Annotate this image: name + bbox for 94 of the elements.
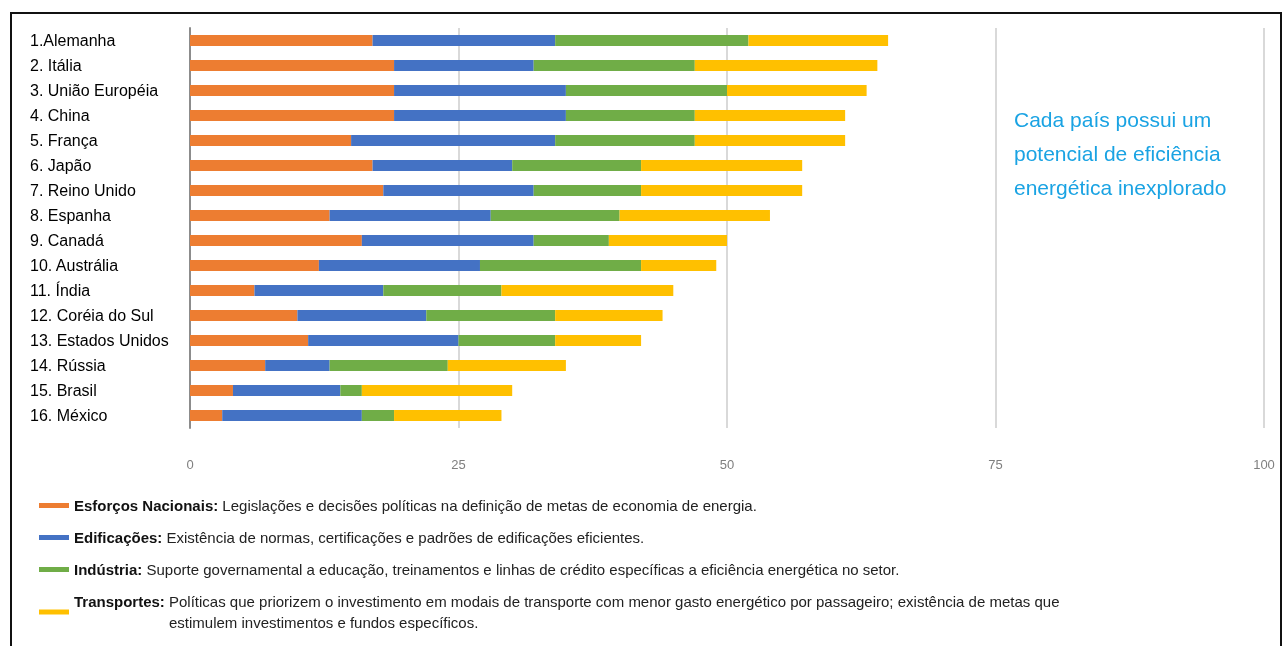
bar bbox=[426, 310, 556, 321]
bar bbox=[533, 235, 609, 246]
bar bbox=[641, 260, 717, 271]
bar bbox=[265, 360, 330, 371]
bar bbox=[458, 335, 556, 346]
bar bbox=[565, 85, 727, 96]
bar bbox=[394, 410, 502, 421]
bar bbox=[555, 35, 749, 46]
bar bbox=[641, 160, 803, 171]
y-tick-label: 1.Alemanha bbox=[30, 32, 116, 49]
bar bbox=[361, 385, 513, 396]
bar bbox=[694, 110, 846, 121]
bar bbox=[190, 185, 384, 196]
bar bbox=[641, 185, 803, 196]
bar bbox=[533, 60, 695, 71]
bar bbox=[479, 260, 642, 271]
bar bbox=[372, 35, 556, 46]
y-tick-label: 8. Espanha bbox=[30, 207, 112, 224]
bar bbox=[308, 335, 459, 346]
x-tick-label: 0 bbox=[186, 457, 194, 472]
bar bbox=[190, 410, 223, 421]
bar bbox=[490, 210, 620, 221]
bar bbox=[190, 285, 255, 296]
bar bbox=[190, 60, 395, 71]
bar bbox=[372, 160, 513, 171]
bar bbox=[340, 385, 362, 396]
y-tick-label: 12. Coréia do Sul bbox=[30, 307, 154, 324]
text: Legislações e decisões políticas na definição de metas de economia de energia. bbox=[218, 497, 757, 514]
bar bbox=[565, 110, 695, 121]
bar bbox=[694, 135, 846, 146]
bar bbox=[501, 285, 674, 296]
y-tick-label: 11. Índia bbox=[30, 281, 91, 299]
y-tick-label: 6. Japão bbox=[30, 157, 92, 174]
legend-label: Indústria: bbox=[74, 561, 143, 578]
bar bbox=[555, 310, 663, 321]
bar bbox=[222, 410, 362, 421]
y-tick-label: 2. Itália bbox=[30, 57, 82, 74]
legend-label: Esforços Nacionais: bbox=[74, 497, 219, 514]
y-tick-label: 7. Reino Unido bbox=[30, 182, 136, 199]
text: Políticas que priorizem o investimento em modais de transporte com menor gasto energético por passageiro; existência de metas que estimulem investimentos e fundos específicos. bbox=[164, 593, 1060, 631]
bar bbox=[190, 310, 298, 321]
bar bbox=[297, 310, 427, 321]
bar bbox=[190, 135, 352, 146]
bar bbox=[190, 335, 309, 346]
bar bbox=[190, 360, 266, 371]
bar bbox=[608, 235, 727, 246]
bar bbox=[190, 260, 319, 271]
x-tick-label: 50 bbox=[719, 457, 735, 472]
bar bbox=[190, 385, 233, 396]
y-tick-label: 16. México bbox=[30, 407, 108, 424]
bar bbox=[351, 135, 556, 146]
bar bbox=[394, 85, 566, 96]
bar bbox=[318, 260, 480, 271]
bar bbox=[533, 185, 642, 196]
y-tick-label: 4. China bbox=[30, 107, 90, 124]
bar bbox=[254, 285, 384, 296]
bar bbox=[383, 185, 534, 196]
x-tick-label: 25 bbox=[451, 457, 466, 472]
bar bbox=[394, 110, 566, 121]
y-tick-label: 5. França bbox=[30, 132, 98, 149]
x-tick-label: 75 bbox=[988, 457, 1003, 472]
bar bbox=[361, 410, 395, 421]
bar bbox=[555, 135, 695, 146]
y-tick-label: 15. Brasil bbox=[30, 382, 97, 399]
bar bbox=[190, 85, 395, 96]
bar bbox=[512, 160, 642, 171]
bar bbox=[190, 110, 395, 121]
bar bbox=[190, 160, 373, 171]
annotation: Cada país possui um potencial de eficiência energética inexplorado bbox=[1014, 107, 1227, 199]
bar bbox=[694, 60, 878, 71]
legend-label: Edificações: bbox=[74, 529, 163, 546]
bar bbox=[619, 210, 770, 221]
bar bbox=[394, 60, 534, 71]
bar bbox=[190, 210, 330, 221]
bar bbox=[383, 285, 502, 296]
y-tick-label: 14. Rússia bbox=[30, 357, 106, 374]
text: Suporte governamental a educação, treinamentos e linhas de crédito específicas a eficiência energética no setor. bbox=[142, 561, 900, 578]
y-tick-label: 13. Estados Unidos bbox=[30, 332, 169, 349]
y-tick-label: 10. Austrália bbox=[30, 257, 119, 274]
y-tick-label: 3. União Européia bbox=[30, 82, 159, 99]
bar bbox=[232, 385, 341, 396]
bar bbox=[748, 35, 889, 46]
bar bbox=[329, 210, 491, 221]
bar bbox=[190, 235, 362, 246]
bar bbox=[190, 35, 373, 46]
legend-label: Transportes: bbox=[74, 593, 165, 610]
bar bbox=[447, 360, 566, 371]
bar bbox=[555, 335, 642, 346]
x-tick-label: 100 bbox=[1253, 457, 1275, 472]
y-tick-label: 9. Canadá bbox=[30, 232, 104, 249]
text: Existência de normas, certificações e padrões de edificações eficientes. bbox=[162, 529, 645, 546]
bar bbox=[727, 85, 867, 96]
bar bbox=[329, 360, 448, 371]
bar bbox=[361, 235, 534, 246]
